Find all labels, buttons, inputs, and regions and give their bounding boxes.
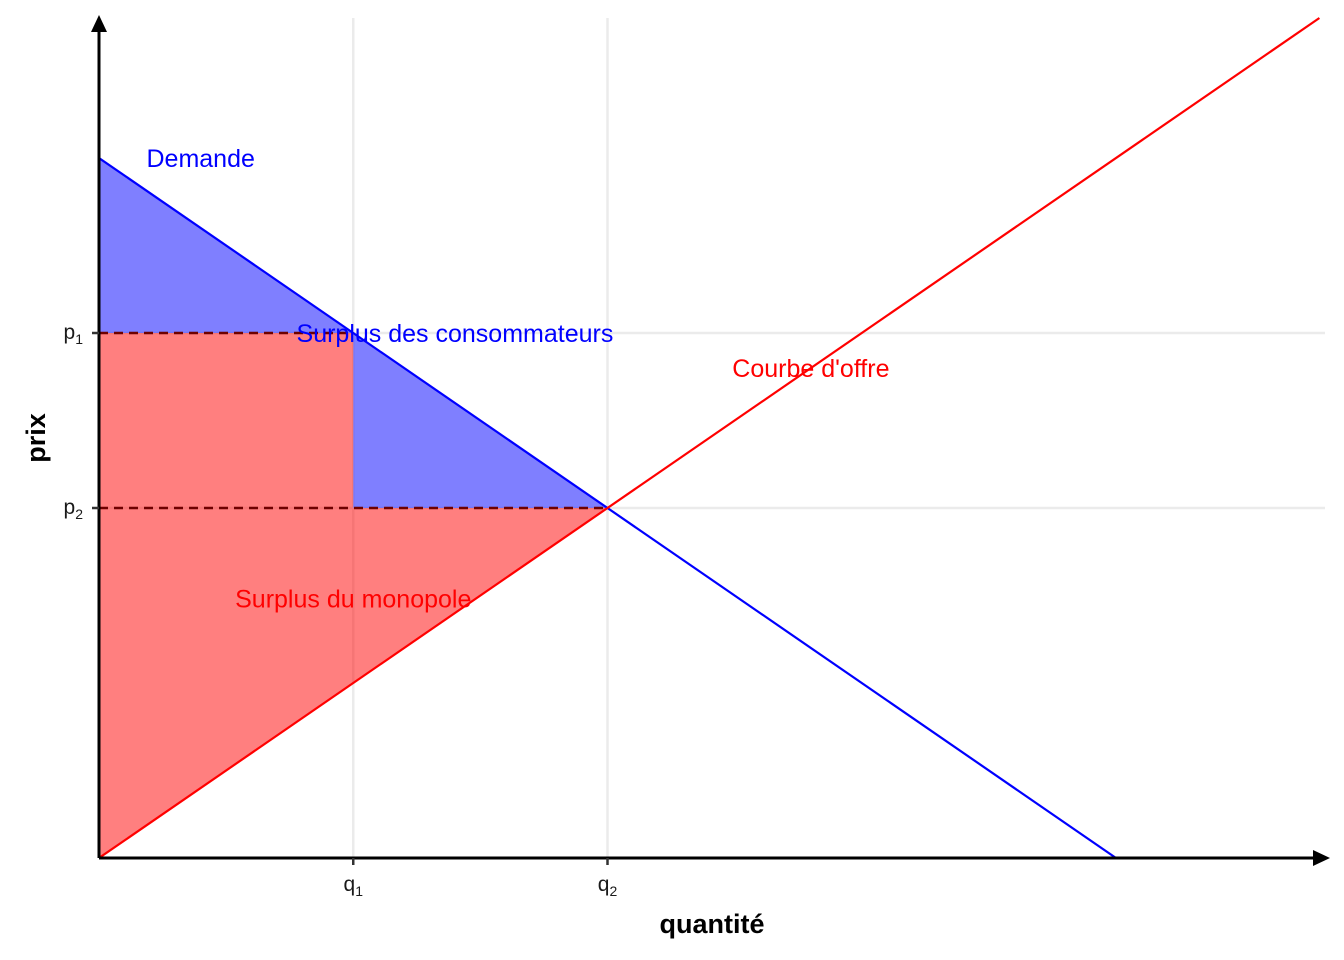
x-tick-label-1: q1: [344, 873, 364, 899]
annotation-1: Demande: [146, 145, 254, 173]
supply-curve: [99, 17, 1321, 858]
y-axis-title: prix: [21, 413, 51, 463]
y-tick-label-1: p1: [64, 321, 84, 347]
x-axis-arrow-icon: [1313, 850, 1330, 866]
y-axis-arrow-icon: [91, 15, 107, 32]
axes: [91, 15, 1330, 866]
annotation-2: Surplus des consommateurs: [297, 320, 614, 348]
x-axis-title: quantité: [660, 909, 765, 939]
annotation-3: Courbe d'offre: [732, 355, 889, 383]
annotations: Demande Surplus des consommateurs Courbe d…: [146, 145, 889, 613]
x-tick-label-2: q2: [598, 873, 618, 899]
y-tick-label-2: p2: [64, 496, 84, 522]
tick-labels: q1 q2 p1 p2: [64, 321, 618, 899]
annotation-4: Surplus du monopole: [235, 585, 471, 613]
dashed-guides: [99, 331, 608, 510]
curves: [99, 17, 1321, 858]
monopoly-surplus-area-1: [99, 333, 608, 858]
